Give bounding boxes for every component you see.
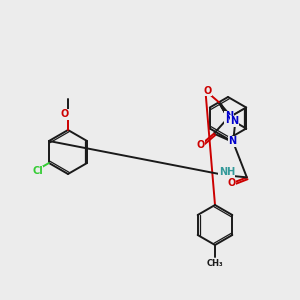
Text: CH₃: CH₃ — [207, 259, 223, 268]
Text: O: O — [61, 109, 69, 119]
Text: Cl: Cl — [32, 167, 43, 176]
Text: O: O — [196, 140, 205, 150]
Text: NH: NH — [219, 167, 235, 177]
Text: N: N — [228, 136, 236, 146]
Text: O: O — [227, 178, 235, 188]
Text: O: O — [203, 85, 211, 96]
Text: N: N — [230, 116, 238, 126]
Text: N: N — [225, 111, 233, 121]
Text: N: N — [225, 115, 233, 125]
